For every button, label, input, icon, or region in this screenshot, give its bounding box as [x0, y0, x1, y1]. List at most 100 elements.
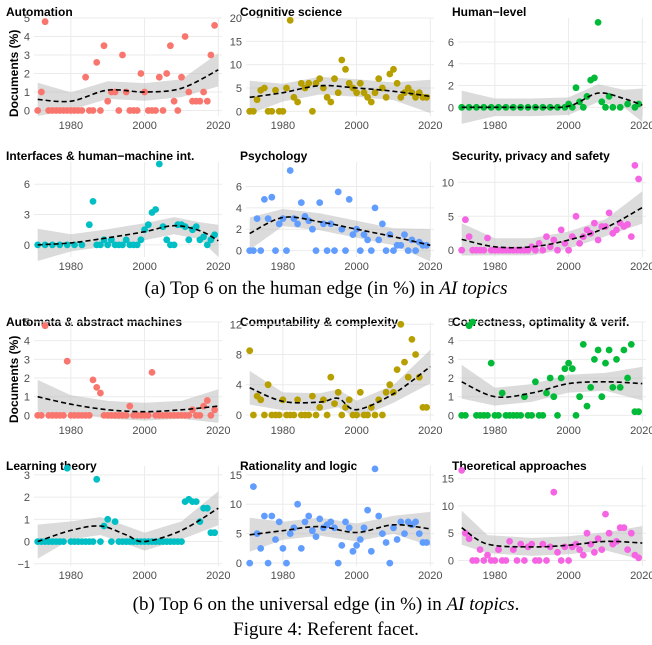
data-point — [331, 247, 338, 255]
data-point — [203, 97, 211, 105]
x-tick-label: 2020 — [206, 425, 230, 437]
data-point — [591, 356, 598, 363]
data-point — [539, 246, 547, 254]
data-point — [89, 198, 97, 205]
data-point — [345, 524, 353, 532]
x-tick-label: 2000 — [344, 120, 368, 132]
data-point — [250, 411, 257, 419]
data-point — [185, 88, 193, 96]
data-point — [401, 231, 408, 239]
data-point — [41, 322, 49, 330]
confidence-band — [461, 510, 643, 560]
data-point — [605, 346, 613, 354]
data-point — [532, 246, 539, 254]
y-tick-label: 5 — [24, 317, 30, 329]
data-point — [331, 400, 338, 407]
data-point — [565, 557, 572, 564]
data-point — [484, 551, 491, 559]
data-point — [616, 384, 624, 391]
data-point — [97, 107, 104, 114]
data-point — [342, 65, 349, 73]
y-tick-label: 4 — [448, 336, 454, 348]
data-point — [334, 388, 342, 396]
x-tick-label: 2000 — [556, 120, 580, 132]
data-point — [100, 42, 108, 50]
data-point — [253, 215, 261, 223]
data-point — [178, 73, 185, 81]
data-point — [502, 557, 510, 564]
data-point — [423, 404, 430, 411]
trend-line — [461, 206, 643, 249]
trend-line — [37, 224, 219, 246]
data-point — [257, 247, 265, 255]
data-point — [367, 547, 375, 555]
data-point — [93, 384, 101, 391]
data-point — [624, 374, 631, 382]
data-point — [390, 65, 397, 73]
data-point — [203, 504, 211, 512]
data-point — [85, 221, 93, 229]
y-tick-label: 0 — [448, 102, 454, 114]
data-point — [546, 243, 554, 251]
caption-a-text: (a) Top 6 on the human edge (in %) in — [144, 278, 440, 299]
data-point — [192, 223, 200, 231]
data-point — [283, 559, 290, 567]
x-tick-label: 2000 — [132, 120, 156, 132]
data-point — [613, 226, 620, 234]
data-point — [554, 548, 561, 556]
data-point — [152, 107, 160, 114]
data-point — [170, 241, 178, 249]
data-point — [635, 175, 642, 183]
data-point — [309, 107, 316, 115]
data-point — [290, 93, 298, 101]
data-point — [404, 247, 412, 255]
data-point — [509, 546, 517, 553]
data-point — [185, 412, 193, 419]
data-point — [462, 216, 469, 224]
x-tick-label: 1980 — [271, 120, 295, 132]
x-tick-label: 2000 — [344, 261, 368, 273]
data-point — [163, 70, 171, 77]
data-point — [253, 530, 261, 537]
panel-9: Correctness, optimality & verif.01234519… — [448, 315, 652, 437]
data-point — [185, 236, 193, 244]
data-point — [367, 247, 375, 255]
data-point — [371, 204, 379, 212]
data-point — [554, 412, 561, 419]
y-tick-label: 15 — [230, 36, 242, 48]
data-point — [602, 103, 609, 111]
x-tick-label: 2020 — [418, 261, 442, 273]
data-point — [397, 518, 405, 526]
data-point — [602, 359, 609, 367]
confidence-band — [249, 511, 431, 552]
data-point — [375, 75, 383, 83]
y-tick-label: 4 — [448, 59, 454, 71]
x-tick-label: 2020 — [206, 120, 230, 132]
data-point — [349, 231, 357, 239]
data-point — [261, 411, 268, 419]
data-point — [34, 241, 42, 249]
data-point — [41, 241, 49, 249]
data-point — [349, 547, 357, 555]
y-tick-label: 2 — [24, 373, 30, 385]
panel-10: Learning theory −1 0 1 2 3 1980 2000 2020 — [6, 459, 231, 582]
trend-line — [461, 92, 643, 109]
y-tick-label: 5 — [448, 317, 454, 329]
data-point — [207, 412, 215, 419]
data-point — [286, 530, 294, 537]
data-point — [331, 524, 338, 532]
x-tick-label: 2000 — [132, 570, 156, 582]
data-point — [312, 247, 320, 255]
trend-line — [461, 527, 643, 548]
data-point — [360, 524, 368, 532]
data-point — [137, 70, 145, 77]
data-point — [174, 107, 182, 114]
data-point — [382, 247, 390, 255]
y-tick-label: 10 — [230, 60, 242, 72]
y-tick-label: 0 — [24, 240, 30, 252]
y-tick-label: 3 — [24, 210, 30, 222]
data-point — [535, 557, 543, 564]
y-tick-label: 5 — [24, 13, 30, 25]
data-point — [108, 538, 115, 545]
